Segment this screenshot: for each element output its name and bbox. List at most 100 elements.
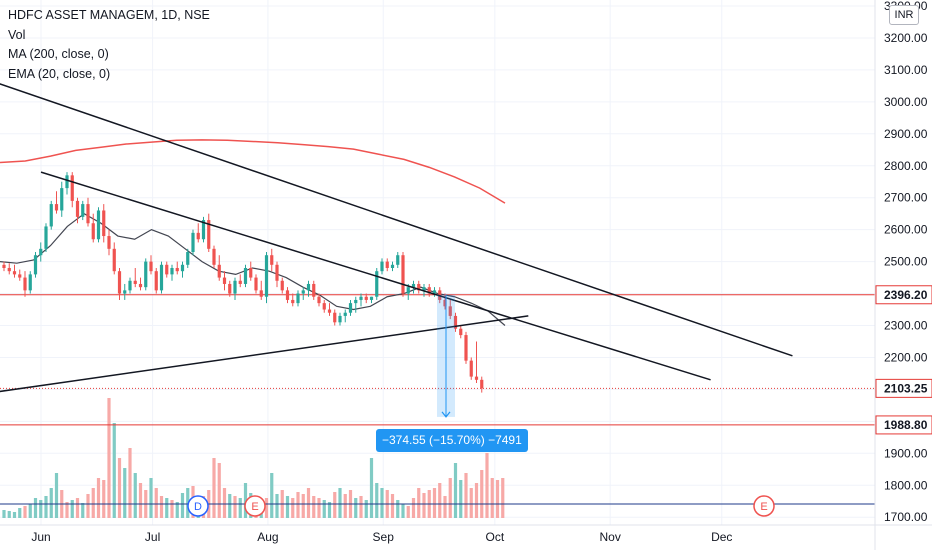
candle-body: [464, 335, 468, 361]
legend-vol[interactable]: Vol: [8, 27, 26, 42]
candle-body: [54, 204, 59, 211]
volume-bar: [359, 496, 363, 518]
candle-body: [474, 376, 479, 380]
candle-body: [138, 283, 143, 288]
candle-body: [406, 287, 410, 294]
time-tick: Jun: [31, 530, 50, 544]
volume-bar: [96, 478, 101, 518]
volume-bar: [133, 473, 137, 518]
symbol-title[interactable]: HDFC ASSET MANAGEM, 1D, NSE: [8, 8, 210, 22]
volume-bar: [390, 494, 395, 518]
volume-bar: [275, 494, 279, 518]
volume-bar: [222, 488, 227, 518]
trendlines[interactable]: [0, 83, 793, 393]
candle-body: [459, 328, 463, 336]
candle-body: [285, 290, 290, 300]
volume-bar: [333, 492, 337, 518]
volume-bar: [86, 494, 90, 518]
candle-body: [222, 277, 227, 284]
candle-body: [291, 299, 295, 304]
price-tick: 3100.00: [884, 63, 928, 77]
candle-body: [112, 248, 116, 272]
candle-body: [296, 293, 300, 304]
volume-bar: [343, 494, 347, 518]
volume-bar: [180, 493, 185, 518]
volume-bar: [238, 498, 242, 518]
volume-bar: [448, 478, 452, 518]
candle-body: [327, 309, 332, 313]
candlesticks: [2, 172, 484, 393]
volume-bar: [154, 488, 158, 518]
candle-body: [159, 264, 164, 291]
volume-bar: [396, 500, 400, 518]
candle-body: [212, 248, 216, 265]
volume-bar: [327, 502, 332, 518]
legend-ema[interactable]: EMA (20, close, 0): [8, 66, 111, 81]
candle-body: [123, 290, 127, 294]
candle-body: [7, 267, 11, 272]
volume-bar: [70, 500, 74, 518]
time-axis[interactable]: Jun Jul Aug Sep Oct Nov Dec: [0, 524, 932, 544]
candle-body: [86, 204, 90, 224]
volume-bar: [54, 473, 59, 518]
candle-body: [81, 204, 85, 217]
volume-bar: [102, 480, 106, 518]
candle-body: [165, 264, 169, 275]
volume-bar: [406, 506, 410, 518]
volume-bar: [354, 498, 358, 518]
dividend-marker-label: D: [194, 501, 202, 513]
candle-body: [380, 261, 384, 272]
volume-bar: [490, 478, 494, 518]
candle-body: [306, 283, 311, 291]
volume-bar: [312, 496, 316, 518]
earnings-marker: [753, 495, 775, 517]
volume-bar: [91, 488, 95, 518]
candle-body: [427, 287, 431, 294]
volume-bar: [170, 500, 174, 518]
legend-ma[interactable]: MA (200, close, 0): [8, 47, 109, 61]
measure-tool[interactable]: [437, 294, 455, 418]
volume-bar: [212, 458, 216, 518]
volume-bar: [44, 496, 48, 518]
trendline: [40, 171, 711, 381]
volume-bar: [39, 500, 43, 518]
price-tick: 2300.00: [884, 319, 928, 333]
volume-bar: [165, 498, 169, 518]
volume-bar: [291, 498, 295, 518]
volume-bar: [364, 500, 368, 518]
measure-label: −374.55 (−15.70%) −7491: [376, 429, 528, 452]
volume-bar: [264, 498, 269, 518]
candle-body: [375, 271, 379, 297]
volume-bar: [75, 498, 80, 518]
volume-bar: [270, 473, 274, 518]
price-label-box: [875, 378, 932, 398]
volume-bar: [18, 508, 22, 518]
price-label: 2103.25: [884, 381, 928, 395]
time-tick: Dec: [711, 530, 732, 544]
volume-bar: [65, 502, 69, 518]
candle-body: [312, 283, 316, 297]
price-tick: 3000.00: [884, 95, 928, 109]
volume-bar: [501, 478, 505, 518]
candle-body: [65, 175, 69, 189]
price-axis[interactable]: 3300.003200.003100.003000.002900.002800.…: [874, 0, 932, 550]
currency-button[interactable]: INR: [889, 5, 919, 25]
volume-bar: [228, 494, 232, 518]
candle-body: [228, 283, 232, 294]
candle-body: [107, 236, 111, 249]
volume-bar: [123, 468, 127, 518]
candle-body: [443, 299, 447, 307]
earnings-marker-label: E: [760, 501, 767, 513]
candle-body: [44, 226, 48, 249]
candle-body: [175, 267, 179, 272]
trendline: [0, 315, 529, 393]
volume-bar: [401, 504, 405, 518]
candle-body: [186, 252, 190, 265]
candle-body: [432, 290, 437, 294]
candle-body: [422, 287, 426, 291]
candle-body: [170, 267, 174, 275]
candle-body: [243, 267, 248, 284]
volume-bar: [112, 423, 116, 518]
